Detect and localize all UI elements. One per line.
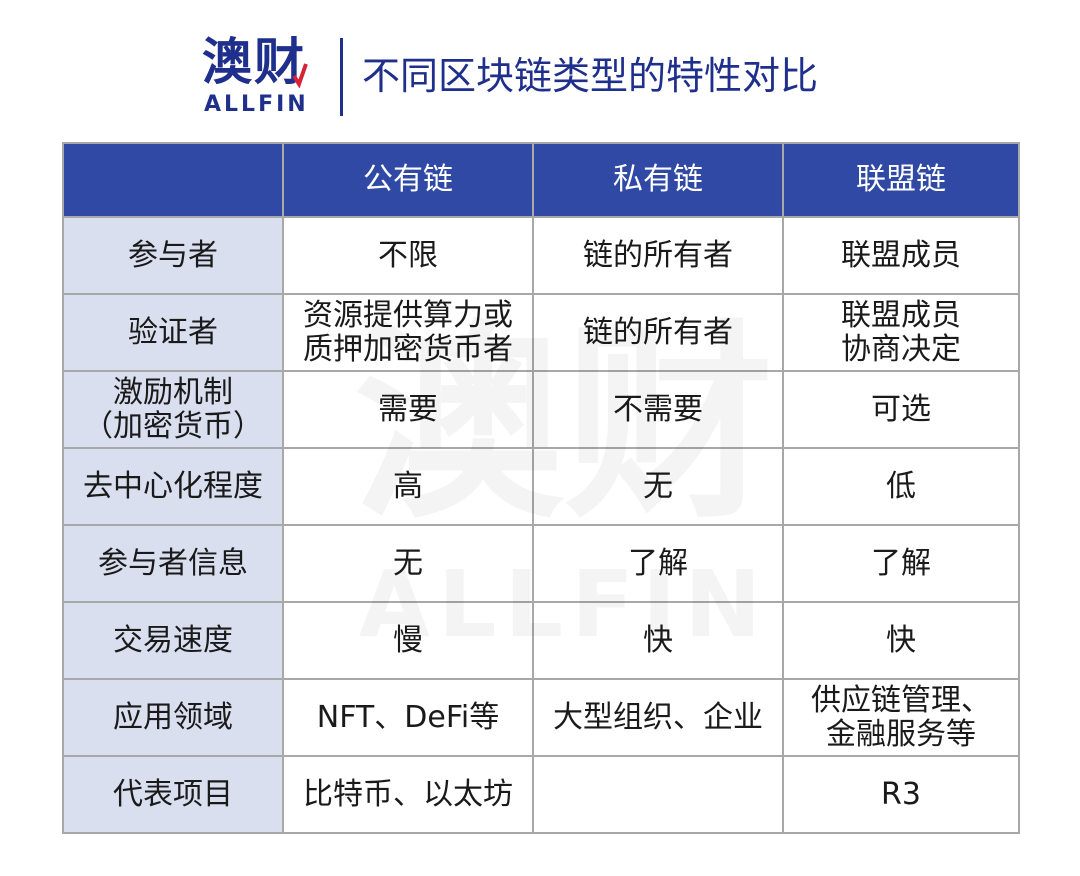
table-cell: 低: [782, 447, 1020, 526]
row-label-cell: 激励机制 （加密货币）: [62, 370, 284, 449]
table-cell: 了解: [782, 524, 1020, 603]
row-label-cell: 代表项目: [62, 755, 284, 834]
comparison-table-container: 公有链 私有链 联盟链 参与者 不限 链的所有者 联盟成员 验证者 资源提供算力或 质押加密…: [62, 142, 1020, 834]
table-cell: 比特币、以太坊: [282, 755, 534, 834]
table-row: 代表项目 比特币、以太坊 R3: [62, 755, 1020, 834]
table-cell: 快: [532, 601, 784, 680]
page-title: 不同区块链类型的特性对比: [362, 54, 819, 98]
table-cell: 高: [282, 447, 534, 526]
table-cell: 链的所有者: [532, 293, 784, 372]
table-cell: 快: [782, 601, 1020, 680]
table-cell: 无: [282, 524, 534, 603]
table-header-cell: 私有链: [532, 142, 784, 218]
table-cell: 了解: [532, 524, 784, 603]
table-row: 参与者 不限 链的所有者 联盟成员: [62, 216, 1020, 295]
table-cell: [532, 755, 784, 834]
table-cell: 无: [532, 447, 784, 526]
allfin-logo: 澳财 ALLFIN: [200, 32, 318, 122]
table-row: 参与者信息无了解 了解: [62, 524, 1020, 603]
table-cell: 可选: [782, 370, 1020, 449]
logo-text-en: ALLFIN: [204, 92, 309, 117]
table-row: 应用领域 NFT、DeFi等 大型组织、企业 供应链管理、 金融服务等: [62, 678, 1020, 757]
row-label-cell: 应用领域: [62, 678, 284, 757]
row-label-cell: 参与者信息: [62, 524, 284, 603]
comparison-table: 公有链 私有链 联盟链 参与者 不限 链的所有者 联盟成员 验证者 资源提供算力或 质押加密…: [62, 142, 1020, 834]
table-cell: 不需要: [532, 370, 784, 449]
row-label-cell: 验证者: [62, 293, 284, 372]
table-row: 交易速度慢快快: [62, 601, 1020, 680]
table-cell: 链的所有者: [532, 216, 784, 295]
row-label-cell: 去中心化程度: [62, 447, 284, 526]
row-label-cell: 交易速度: [62, 601, 284, 680]
table-cell: 联盟成员: [782, 216, 1020, 295]
table-header-row: 公有链 私有链 联盟链: [62, 142, 1020, 218]
table-cell: 联盟成员 协商决定: [782, 293, 1020, 372]
row-label-cell: 参与者: [62, 216, 284, 295]
table-header-cell: [62, 142, 284, 218]
table-row: 去中心化程度高无低: [62, 447, 1020, 526]
table-cell: R3: [782, 755, 1020, 834]
table-cell: 慢: [282, 601, 534, 680]
table-header-cell: 联盟链: [782, 142, 1020, 218]
table-cell: 供应链管理、 金融服务等: [782, 678, 1020, 757]
table-cell: 资源提供算力或 质押加密货币者: [282, 293, 534, 372]
header-divider: [340, 38, 343, 116]
table-row: 验证者 资源提供算力或 质押加密货币者 链的所有者 联盟成员 协商决定: [62, 293, 1020, 372]
logo-check-mark-icon: [292, 63, 308, 88]
table-cell: 不限: [282, 216, 534, 295]
table-cell: NFT、DeFi等: [282, 678, 534, 757]
table-cell: 大型组织、企业: [532, 678, 784, 757]
table-header-cell: 公有链: [282, 142, 534, 218]
table-row: 激励机制 （加密货币） 需要 不需要 可选: [62, 370, 1020, 449]
page-header: 澳财 ALLFIN 不同区块链类型的特性对比: [200, 32, 960, 122]
table-cell: 需要: [282, 370, 534, 449]
logo-text-cn: 澳财: [202, 33, 306, 91]
